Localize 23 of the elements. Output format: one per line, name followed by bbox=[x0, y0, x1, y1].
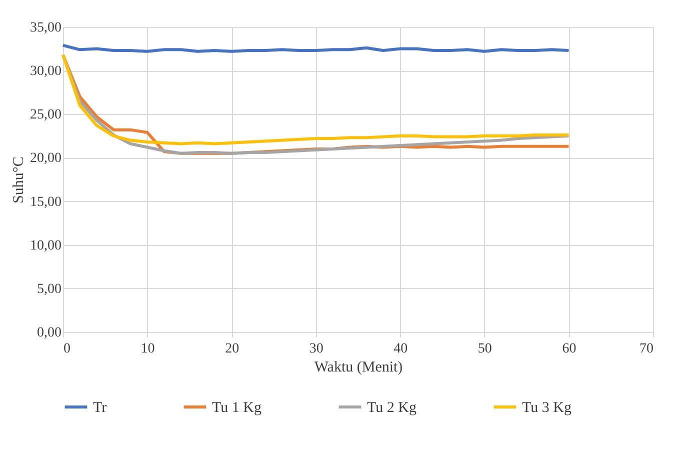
y-tick-label: 15,00 bbox=[30, 194, 62, 210]
y-tick-label: 20,00 bbox=[30, 151, 62, 166]
x-tick-label: 60 bbox=[562, 342, 576, 356]
legend-label: Tr bbox=[93, 400, 107, 416]
x-tick-label: 50 bbox=[478, 342, 492, 356]
y-tick-label: 35,00 bbox=[30, 20, 62, 36]
y-tick-label: 30,00 bbox=[30, 64, 62, 80]
y-tick-label: 0,00 bbox=[37, 326, 62, 340]
x-tick-label: 40 bbox=[394, 342, 408, 356]
x-tick-label: 10 bbox=[140, 342, 155, 356]
x-tick-label: 0 bbox=[64, 342, 70, 356]
legend-label: Tu 3 Kg bbox=[522, 400, 572, 416]
x-axis-title: Waktu (Menit) bbox=[314, 360, 403, 376]
y-tick-label: 10,00 bbox=[30, 238, 62, 254]
x-tick-label: 70 bbox=[640, 342, 654, 356]
x-tick-label: 30 bbox=[309, 342, 324, 356]
y-tick-label: 25,00 bbox=[30, 108, 62, 123]
y-axis-title: Suhu°C bbox=[11, 156, 27, 204]
legend-label: Tu 1 Kg bbox=[212, 400, 262, 416]
legend-label: Tu 2 Kg bbox=[367, 400, 417, 416]
y-tick-label: 5,00 bbox=[37, 282, 62, 297]
x-tick-label: 20 bbox=[225, 342, 240, 356]
line-series bbox=[62, 44, 570, 53]
